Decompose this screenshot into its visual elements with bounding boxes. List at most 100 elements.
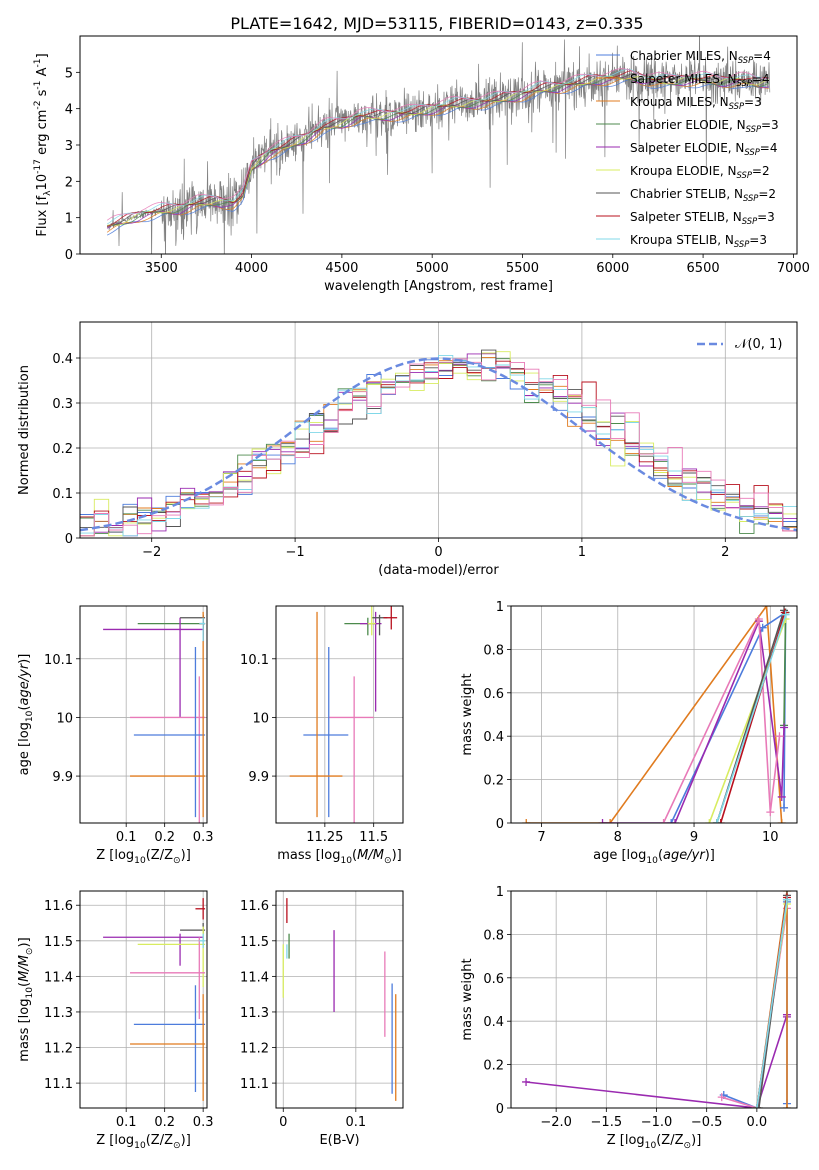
y-axis-label: mass weight xyxy=(460,673,475,755)
x-axis-label: E(B-V) xyxy=(319,1133,359,1148)
x-tick-label: 4500 xyxy=(325,261,358,276)
residuals-plot-area xyxy=(80,349,797,537)
y-tick-label: 0.2 xyxy=(52,442,73,457)
massweight_vs_age-panel: 7 8 9 10 0 0.2 0.4 0.6 0.8 1 age [log10(age/yr)] ma… xyxy=(460,600,798,866)
y-tick-label: 1 xyxy=(65,212,73,227)
y-tick-label: 11.6 xyxy=(240,899,269,914)
x-tick-label: 0.3 xyxy=(193,830,214,845)
y-tick-label: 11.6 xyxy=(44,899,73,914)
y-tick-label: 11.1 xyxy=(240,1077,269,1092)
weight-point-marker xyxy=(716,819,725,823)
x-tick-label: 0.0 xyxy=(747,1115,768,1130)
y-tick-label: 11.5 xyxy=(240,935,269,950)
model-spectrum-line xyxy=(106,76,769,227)
y-tick-label: 11.5 xyxy=(44,935,73,950)
massweight_vs_Z-panel: −2.0 −1.5 −1.0 −0.5 0.0 0 0.2 0.4 0.6 0.8 1 Z [log1… xyxy=(460,885,798,1151)
x-tick-label: 0.1 xyxy=(116,830,137,845)
model-spectrum-line xyxy=(106,78,769,236)
y-tick-label: 0 xyxy=(65,532,73,547)
mass_vs_Z-plot-area xyxy=(103,898,206,1101)
spectrum-frame xyxy=(79,35,798,255)
x-tick-label: 5500 xyxy=(506,261,539,276)
weight-series-line xyxy=(756,899,788,1108)
x-tick-label: 11.5 xyxy=(359,830,388,845)
weight-point-marker xyxy=(777,819,786,823)
y-tick-label: 11.4 xyxy=(240,970,269,985)
x-tick-label: 7000 xyxy=(777,261,810,276)
x-axis-label: Z [log10(Z/Z⊙)] xyxy=(607,1133,702,1151)
x-tick-label: 0.2 xyxy=(154,1115,175,1130)
age_vs_Z-frame xyxy=(79,605,208,824)
weight-point-marker xyxy=(754,615,763,624)
weight-point-marker xyxy=(782,1104,791,1108)
weight-point-marker xyxy=(766,808,775,817)
legend-label: Chabrier STELIB, NSSP=2 xyxy=(630,187,776,203)
y-tick-label: 4 xyxy=(65,103,73,118)
y-tick-label: 0.8 xyxy=(483,643,504,658)
age_vs_Z-panel: 0.1 0.2 0.3 9.9 10 10.1 Z [log10(Z/Z⊙)] age [lo… xyxy=(17,605,214,866)
age_vs_mass-panel: 11.25 11.5 9.9 10 10.1 mass [log10(M/M⊙)] xyxy=(240,605,404,866)
y-tick-label: 0.4 xyxy=(52,352,73,367)
y-tick-label: 5 xyxy=(65,66,73,81)
figure-title: PLATE=1642, MJD=53115, FIBERID=0143, z=0… xyxy=(230,14,643,33)
y-tick-label: 11.3 xyxy=(240,1006,269,1021)
x-tick-label: 6000 xyxy=(596,261,629,276)
x-tick-label: 0.3 xyxy=(193,1115,214,1130)
weight-point-marker xyxy=(659,819,668,823)
x-axis-label: age [log10(age/yr)] xyxy=(593,848,715,866)
weight-point-marker xyxy=(782,895,791,904)
y-tick-label: 10 xyxy=(252,711,269,726)
y-tick-label: 0 xyxy=(496,817,504,832)
x-tick-label: −2.0 xyxy=(540,1115,572,1130)
weight-series-line xyxy=(526,606,783,823)
x-axis-label: Z [log10(Z/Z⊙)] xyxy=(96,848,191,866)
x-tick-label: 7 xyxy=(537,830,545,845)
y-tick-label: 0.2 xyxy=(483,1059,504,1074)
spectrum-legend: Chabrier MILES, NSSP=4 Salpeter MILES, NS… xyxy=(596,49,779,249)
model-spectrum-line xyxy=(106,69,769,225)
x-tick-label: 9 xyxy=(690,830,698,845)
model-spectrum-line xyxy=(106,68,769,221)
mass_vs_Z-panel: 0.1 0.2 0.3 11.1 11.2 11.3 11.4 11.5 11.6 Z [log1… xyxy=(17,890,214,1151)
y-tick-label: 2 xyxy=(65,175,73,190)
x-tick-label: 0.2 xyxy=(154,830,175,845)
y-tick-label: 0.4 xyxy=(483,1015,504,1030)
y-axis-label: Flux [fλ10-17 erg cm-2 s-1 A-1] xyxy=(33,53,53,236)
y-tick-label: 10.1 xyxy=(240,653,269,668)
y-tick-label: 1 xyxy=(496,885,504,900)
legend-label: Kroupa MILES, NSSP=3 xyxy=(630,95,762,111)
weight-series-line xyxy=(602,618,785,823)
y-tick-label: 11.3 xyxy=(44,1006,73,1021)
massweight_vs_age-plot-area xyxy=(522,606,790,823)
weight-point-marker xyxy=(780,723,789,732)
y-axis-label: mass [log10(M/M⊙)] xyxy=(17,937,35,1061)
legend-label: Kroupa ELODIE, NSSP=2 xyxy=(630,164,770,180)
weight-point-marker xyxy=(522,1077,531,1086)
legend-label: Kroupa STELIB, NSSP=3 xyxy=(630,233,767,249)
weight-point-marker xyxy=(667,819,676,823)
x-tick-label: −0.5 xyxy=(691,1115,723,1130)
spectrum-panel: 3500 4000 4500 5000 5500 6000 6500 7000 0 1 2 3 4 5 wa… xyxy=(33,35,810,294)
x-axis-label: (data-model)/error xyxy=(378,563,499,578)
y-tick-label: 0 xyxy=(496,1102,504,1117)
mass_vs_Z-frame xyxy=(79,890,208,1109)
histogram-series xyxy=(80,358,797,537)
weight-point-marker xyxy=(717,1093,726,1102)
weight-point-marker xyxy=(780,803,789,812)
y-tick-label: 0 xyxy=(65,248,73,263)
y-tick-label: 0.4 xyxy=(483,730,504,745)
mass_vs_ebv-plot-area xyxy=(282,898,397,1101)
age_vs_mass-frame xyxy=(275,605,404,824)
weight-series-line xyxy=(723,901,788,1108)
residuals-panel: −2 −1 0 1 2 0 0.1 0.2 0.3 0.4 (data-model)/error No… xyxy=(17,321,798,578)
x-axis-label: wavelength [Angstrom, rest frame] xyxy=(324,279,553,294)
y-tick-label: 0.8 xyxy=(483,928,504,943)
x-tick-label: −1.5 xyxy=(591,1115,623,1130)
legend-label: Salpeter MILES, NSSP=4 xyxy=(630,72,770,88)
x-tick-label: 11.25 xyxy=(306,830,343,845)
y-tick-label: 0.1 xyxy=(52,487,73,502)
age_vs_Z-plot-area xyxy=(103,611,206,823)
age_vs_mass-plot-area xyxy=(289,606,398,823)
weight-point-marker xyxy=(606,819,615,823)
